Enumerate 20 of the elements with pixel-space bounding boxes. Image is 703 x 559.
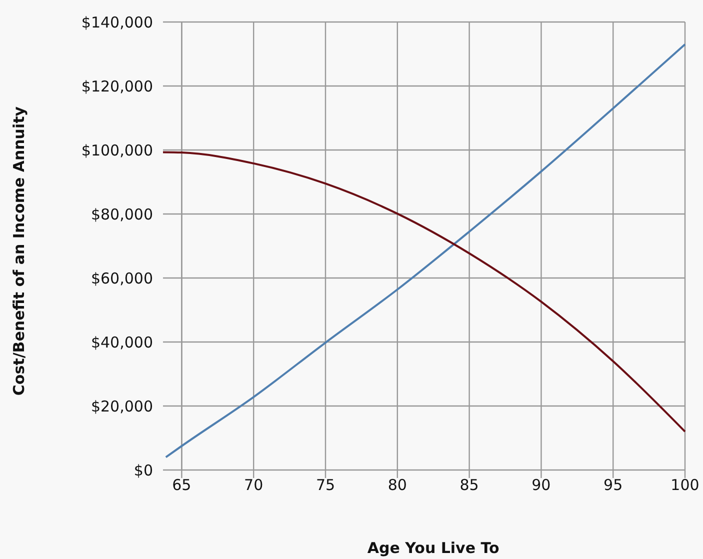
x-tick-label: 80 bbox=[388, 476, 407, 494]
y-axis-title: Cost/Benefit of an Income Annuity bbox=[10, 106, 28, 396]
x-tick-label: 95 bbox=[604, 476, 623, 494]
x-tick-label: 70 bbox=[244, 476, 264, 494]
x-tick-label: 85 bbox=[460, 476, 479, 494]
y-tick-label: $120,000 bbox=[81, 77, 153, 96]
y-tick-label: $40,000 bbox=[90, 333, 153, 352]
x-tick-label: 65 bbox=[172, 476, 192, 494]
y-tick-label: $100,000 bbox=[81, 141, 153, 160]
y-tick-label: $20,000 bbox=[90, 397, 153, 416]
y-tick-label: $60,000 bbox=[90, 269, 153, 288]
x-tick-label: 75 bbox=[316, 476, 336, 494]
y-tick-label: $0 bbox=[134, 461, 153, 480]
y-tick-label: $80,000 bbox=[90, 205, 153, 224]
x-tick-label: 90 bbox=[532, 476, 551, 494]
y-tick-label: $140,000 bbox=[81, 13, 153, 32]
x-axis-title: Age You Live To bbox=[367, 539, 500, 557]
line-series bbox=[162, 151, 686, 433]
line-series bbox=[164, 43, 686, 458]
x-tick-label: 100 bbox=[670, 476, 700, 494]
